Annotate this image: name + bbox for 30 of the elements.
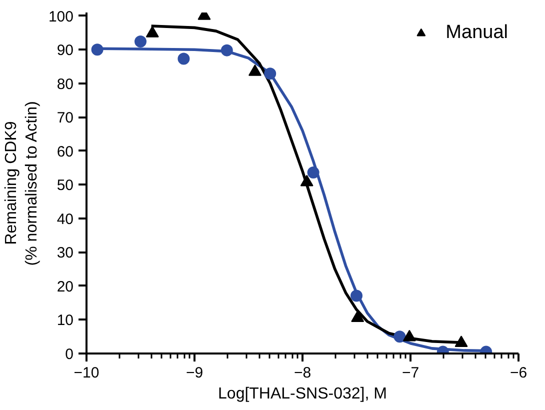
y-tick-label: 60: [56, 143, 74, 160]
x-axis-title: Log[THAL-SNS-032], M: [218, 386, 387, 402]
y-tick-label: 70: [56, 110, 74, 127]
point: [454, 336, 468, 347]
y-tick-label: 30: [56, 244, 74, 262]
point: [220, 44, 233, 56]
x-tick-label: −6: [510, 364, 528, 382]
y-axis-title: Remaining CDK9 (% normalised to Actin): [3, 101, 40, 266]
point: [300, 174, 314, 186]
x-tick-label: −9: [186, 364, 204, 382]
x-tick-label: −7: [402, 364, 420, 382]
point: [264, 68, 276, 80]
point: [91, 44, 104, 56]
y-tick-label: 0: [65, 346, 74, 363]
x-tick-label: −10: [74, 364, 100, 382]
y-tick-label: 40: [56, 210, 74, 228]
point: [402, 330, 416, 342]
y-tick-label: 80: [56, 76, 74, 93]
point: [134, 36, 146, 48]
x-tick-label: −8: [294, 364, 312, 382]
point: [178, 52, 190, 65]
point: [350, 290, 362, 302]
y-tick-label: 100: [48, 8, 74, 26]
legend-label: Manual: [446, 22, 508, 44]
y-tick-label: 10: [56, 312, 74, 330]
point: [351, 310, 364, 322]
point: [307, 166, 320, 179]
y-tick-label: 20: [56, 278, 74, 296]
y-tick-label: 50: [56, 177, 74, 194]
y-tick-label: 90: [56, 42, 74, 60]
